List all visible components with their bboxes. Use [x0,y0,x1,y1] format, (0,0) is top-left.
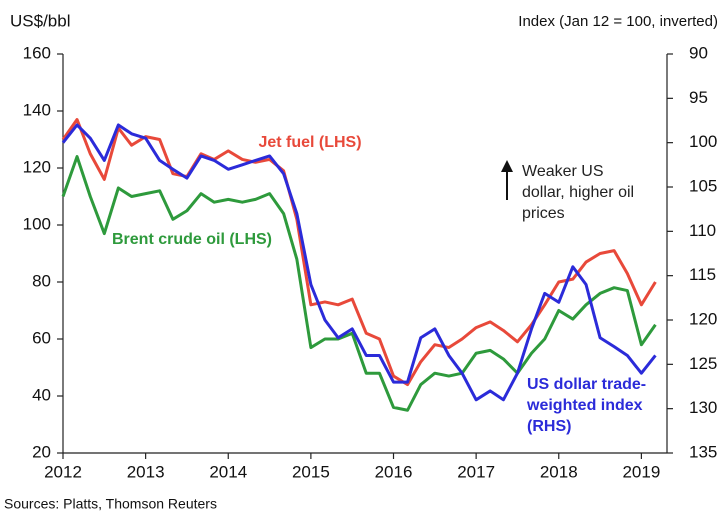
y2-tick-label: 120 [689,309,717,328]
y-tick-label: 40 [32,385,51,404]
y-tick-label: 140 [23,100,51,119]
x-tick-label: 2016 [375,462,413,481]
x-tick-label: 2013 [127,462,165,481]
annotation: Weaker US [522,163,604,180]
y2-tick-label: 100 [689,132,717,151]
series-line [61,118,657,387]
y2-tick-label: 90 [689,43,708,62]
x-tick-label: 2014 [209,462,247,481]
x-tick-label: 2017 [457,462,495,481]
annotation: prices [522,205,565,222]
annotation: Jet fuel (LHS) [258,134,361,151]
series-line [61,123,657,402]
annotation: dollar, higher oil [522,184,634,201]
y2-axis-label: Index (Jan 12 = 100, inverted) [518,13,718,30]
y2-tick-label: 110 [689,221,716,240]
annotation: (RHS) [527,418,571,435]
y2-tick-label: 105 [689,176,717,195]
x-tick-label: 2019 [622,462,660,481]
y-tick-label: 160 [23,43,51,62]
y-tick-label: 80 [32,271,51,290]
y-tick-label: 100 [23,214,51,233]
x-tick-label: 2018 [540,462,578,481]
y2-tick-label: 125 [689,354,717,373]
y-tick-label: 120 [23,157,51,176]
x-tick-label: 2015 [292,462,330,481]
y-tick-label: 20 [32,442,51,461]
y2-tick-label: 115 [689,265,716,284]
annotation: weighted index [526,397,643,414]
annotation: Brent crude oil (LHS) [112,231,272,248]
y2-tick-label: 130 [689,398,717,417]
y-tick-label: 60 [32,328,51,347]
y2-tick-label: 95 [689,88,708,107]
x-tick-label: 2012 [44,462,82,481]
series-line [61,155,657,412]
arrow-head [501,160,513,172]
source: Sources: Platts, Thomson Reuters [4,496,217,512]
y-axis-label: US$/bbl [10,11,70,30]
annotation: US dollar trade- [527,376,646,393]
y2-tick-label: 135 [689,442,717,461]
